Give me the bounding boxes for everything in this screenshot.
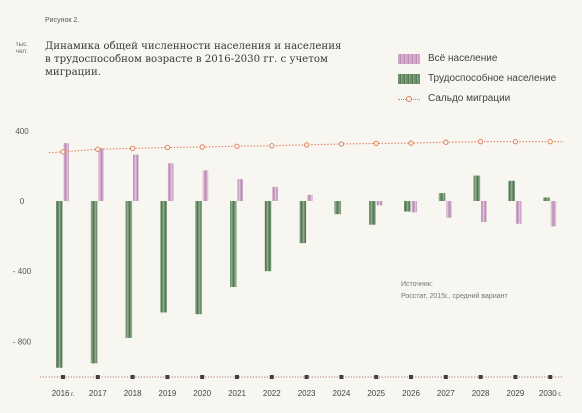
- y-tick-label: - 800: [13, 337, 32, 346]
- point-migration-2025: [373, 140, 379, 147]
- bar-working-2026: [404, 201, 411, 212]
- legend-swatch-migration: [398, 94, 420, 104]
- x-tick-label: 2023: [298, 389, 316, 398]
- bar-total-2025: [376, 201, 383, 206]
- y-tick-label: 400: [15, 127, 29, 136]
- point-migration-2029: [512, 139, 519, 145]
- x-axis-marker-2026: [409, 375, 413, 379]
- bar-total-2021: [237, 179, 243, 201]
- legend-swatch-working: [398, 73, 420, 84]
- bar-working-2016: [56, 201, 63, 368]
- bar-working-2021: [230, 201, 237, 287]
- figure-label: Рисунок 2.: [45, 17, 80, 24]
- x-tick-label: 2016 г.: [52, 389, 75, 398]
- source-text: Росстат, 2015г., средний вариант: [401, 293, 508, 300]
- point-migration-2023: [303, 142, 310, 148]
- x-tick-label: 2017: [89, 389, 107, 398]
- x-axis-marker-2020: [200, 375, 205, 379]
- x-tick-label: 2024: [333, 389, 351, 398]
- bar-working-2018: [125, 201, 133, 338]
- x-axis-marker-2029: [513, 375, 518, 379]
- point-migration-2022: [269, 143, 275, 149]
- bar-total-2030: [550, 201, 557, 227]
- x-axis-marker-2016: [61, 375, 65, 379]
- legend-item-migration: Сальдо миграции: [398, 91, 578, 106]
- bar-total-2017: [98, 148, 104, 201]
- legend-item-working: Трудоспособное население: [398, 71, 578, 86]
- bar-working-2030: [543, 197, 550, 201]
- legend-item-total: Всё население: [398, 51, 578, 66]
- y-tick-label: - 400: [13, 267, 32, 276]
- x-tick-label: 2020: [193, 389, 211, 398]
- x-tick-label: 2029: [507, 389, 525, 398]
- point-migration-2026: [408, 140, 414, 146]
- source-label: Источник:: [401, 281, 433, 288]
- x-axis-marker-2018: [130, 375, 135, 379]
- x-tick-label: 2027: [437, 389, 455, 398]
- y-unit-label: тыс. чел.: [15, 42, 29, 55]
- bar-total-2026: [411, 201, 417, 213]
- legend-label-total: Всё население: [428, 53, 498, 64]
- x-axis-marker-2022: [269, 375, 274, 379]
- point-migration-2018: [129, 145, 136, 152]
- point-migration-2017: [95, 146, 101, 152]
- x-axis-marker-2027: [443, 375, 448, 379]
- point-migration-2024: [338, 141, 345, 147]
- bar-working-2017: [90, 201, 98, 364]
- point-migration-2019: [164, 144, 171, 151]
- bar-working-2024: [334, 201, 341, 215]
- bar-working-2029: [508, 180, 515, 201]
- bar-working-2020: [195, 201, 202, 315]
- x-tick-label: 2028: [472, 389, 490, 398]
- chart-title-line-1: Динамика общей численности населения и н…: [45, 41, 342, 52]
- x-tick-label: 2026: [402, 389, 420, 398]
- bar-working-2022: [264, 201, 272, 272]
- x-tick-suffix: г.: [557, 392, 562, 398]
- y-tick-label: 0: [20, 197, 25, 206]
- x-axis-marker-2028: [478, 375, 483, 379]
- x-tick-label: 2025: [367, 389, 385, 398]
- x-tick-label: 2030 г.: [539, 389, 562, 398]
- bar-working-2023: [299, 201, 307, 244]
- point-migration-2030: [547, 139, 553, 145]
- bar-working-2028: [473, 175, 481, 201]
- legend-label-working: Трудоспособное население: [428, 73, 557, 84]
- source-note: Источник: Росстат, 2015г., средний вариа…: [401, 279, 508, 303]
- legend-swatch-total: [398, 53, 420, 64]
- point-migration-2020: [199, 144, 205, 150]
- x-tick-label: 2021: [228, 389, 246, 398]
- x-tick-label: 2018: [124, 389, 142, 398]
- chart-legend: Всё население Трудоспособное население С…: [398, 51, 578, 111]
- x-axis-marker-2021: [235, 375, 239, 379]
- point-migration-2016: [60, 149, 66, 155]
- bar-total-2029: [515, 201, 522, 224]
- x-axis-marker-2030: [548, 375, 553, 379]
- legend-label-migration: Сальдо миграции: [428, 93, 511, 104]
- chart-title-line-2: в трудоспособном возрасте в 2016-2030 гг…: [45, 54, 328, 78]
- x-axis-marker-2023: [304, 375, 309, 379]
- x-axis-marker-2017: [95, 375, 100, 379]
- point-migration-2021: [234, 143, 240, 149]
- bar-total-2016: [63, 143, 69, 201]
- bar-total-2018: [133, 154, 139, 201]
- bar-total-2023: [307, 194, 313, 201]
- chart-title: Динамика общей численности населения и н…: [45, 40, 345, 79]
- x-axis-marker-2019: [165, 375, 170, 379]
- bar-total-2022: [272, 186, 278, 201]
- x-axis-marker-2024: [339, 375, 344, 379]
- x-tick-label: 2019: [159, 389, 177, 398]
- point-migration-2027: [443, 139, 449, 145]
- bar-total-2019: [167, 163, 174, 201]
- bar-working-2027: [438, 193, 446, 201]
- bar-total-2027: [446, 201, 452, 218]
- bar-total-2020: [202, 170, 209, 201]
- bar-working-2025: [369, 201, 376, 225]
- x-tick-label: 2022: [263, 389, 281, 398]
- bar-working-2019: [160, 201, 167, 313]
- x-tick-suffix: г.: [70, 392, 75, 398]
- x-axis-marker-2025: [374, 375, 379, 379]
- bar-total-2028: [481, 201, 487, 223]
- point-migration-2028: [477, 139, 484, 145]
